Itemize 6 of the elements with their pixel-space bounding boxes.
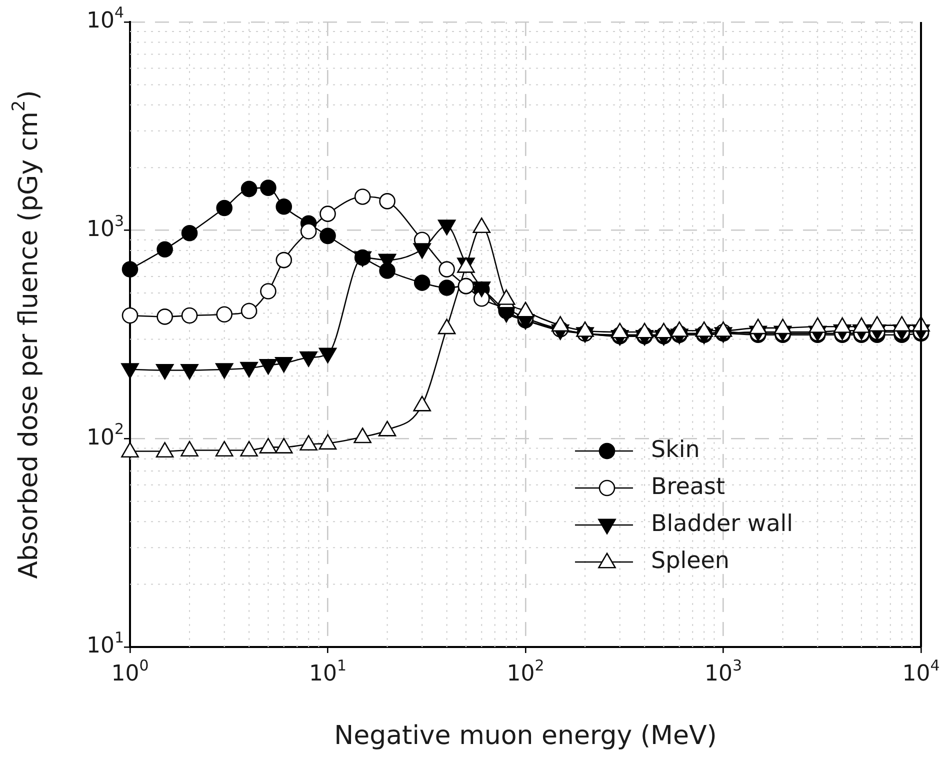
legend-label: Bladder wall xyxy=(651,510,794,537)
x-axis-title: Negative muon energy (MeV) xyxy=(334,720,717,751)
y-axis-title: Absorbed dose per fluence (pGy cm2) xyxy=(10,90,44,579)
legend-label: Spleen xyxy=(651,548,730,574)
legend-label: Breast xyxy=(651,474,725,500)
legend-label: Skin xyxy=(651,436,700,463)
